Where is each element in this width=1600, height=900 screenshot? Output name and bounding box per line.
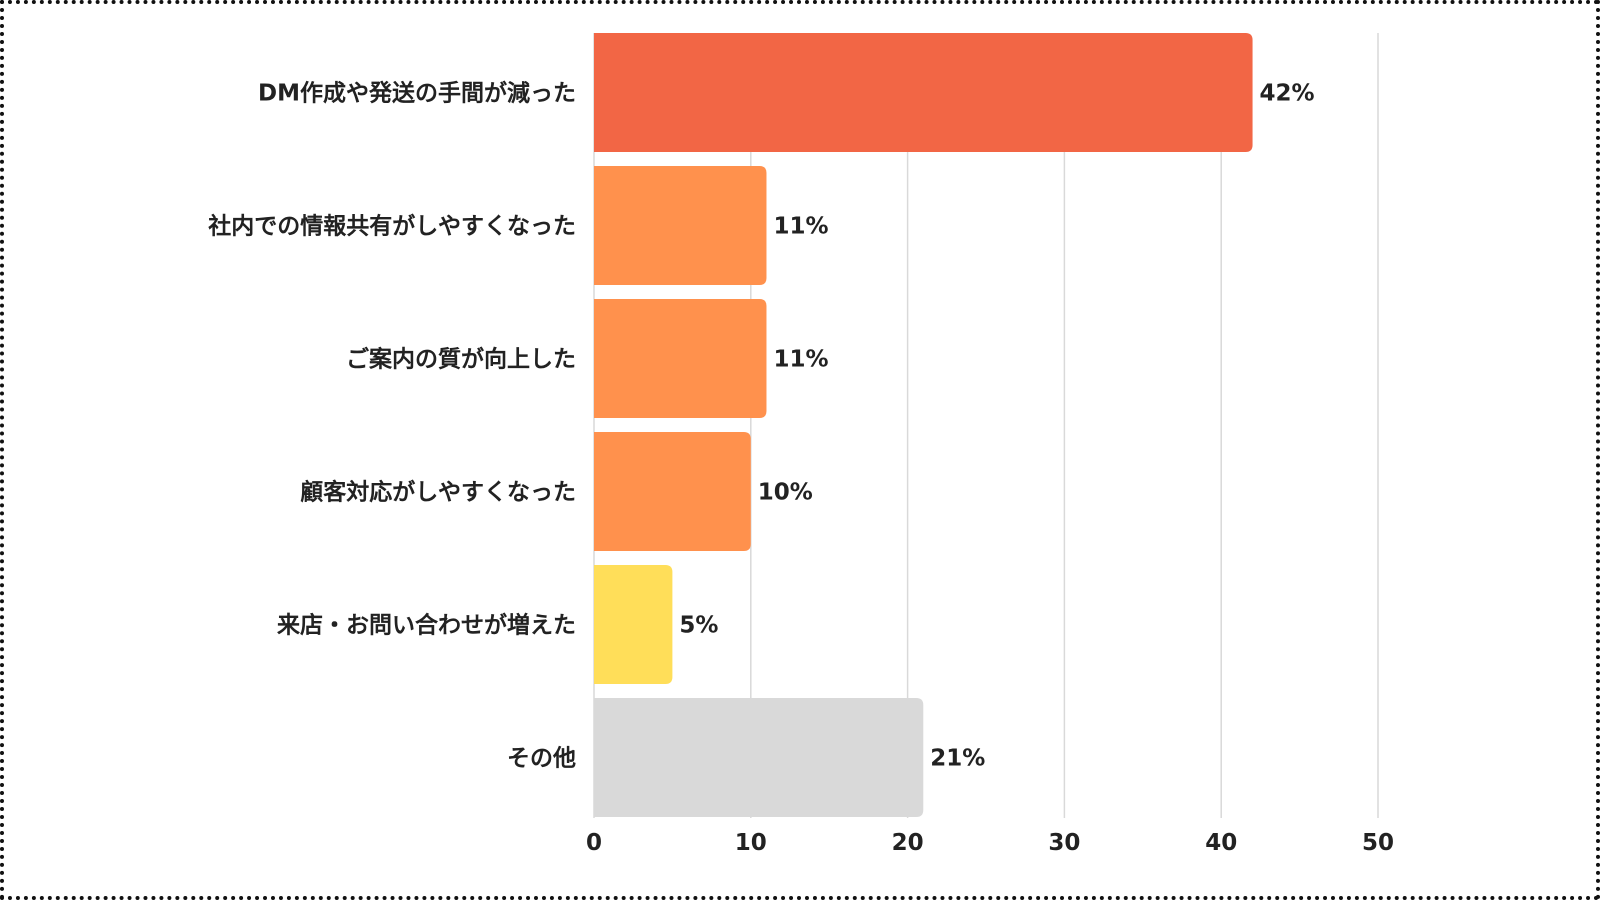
category-label: 来店・お問い合わせが増えた: [277, 612, 576, 639]
bar-chart: DM作成や発送の手間が減った社内での情報共有がしやすくなったご案内の質が向上した…: [208, 33, 1394, 856]
x-tick-label: 10: [735, 830, 767, 856]
value-label: 5%: [679, 613, 718, 639]
value-labels: 42% 11% 11% 10% 5% 21%: [679, 81, 1314, 772]
value-label: 11%: [773, 214, 828, 240]
category-label: 社内での情報共有がしやすくなった: [208, 213, 576, 240]
x-tick-label: 50: [1362, 830, 1394, 856]
x-tick-label: 30: [1048, 830, 1080, 856]
bar: [594, 698, 924, 817]
category-label: 顧客対応がしやすくなった: [300, 479, 576, 506]
x-tick-label: 40: [1205, 830, 1237, 856]
value-label: 21%: [930, 746, 985, 772]
x-axis-tick-labels: 0 10 20 30 40 50: [586, 830, 1394, 856]
category-labels: DM作成や発送の手間が減った社内での情報共有がしやすくなったご案内の質が向上した…: [208, 80, 576, 772]
category-label: その他: [507, 746, 576, 772]
category-label: DM作成や発送の手間が減った: [258, 80, 576, 107]
gridlines: [593, 33, 1379, 818]
value-label: 11%: [773, 347, 828, 373]
value-label: 10%: [758, 480, 813, 506]
bars: [594, 33, 1253, 817]
x-tick-label: 20: [892, 830, 924, 856]
bar: [594, 33, 1253, 152]
category-label: ご案内の質が向上した: [346, 346, 576, 373]
bar: [594, 565, 673, 684]
value-label: 42%: [1260, 81, 1315, 107]
bar: [594, 166, 767, 285]
bar: [594, 299, 767, 418]
x-tick-label: 0: [586, 830, 602, 856]
bar: [594, 432, 751, 551]
